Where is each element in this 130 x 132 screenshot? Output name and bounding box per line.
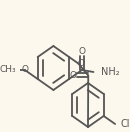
Text: O: O — [77, 59, 84, 68]
Text: CH₃: CH₃ — [0, 65, 16, 74]
Text: O: O — [21, 65, 28, 74]
Text: NH₂: NH₂ — [101, 67, 119, 77]
Text: O: O — [78, 48, 85, 56]
Text: O: O — [70, 71, 77, 80]
Text: Cl: Cl — [120, 119, 130, 129]
